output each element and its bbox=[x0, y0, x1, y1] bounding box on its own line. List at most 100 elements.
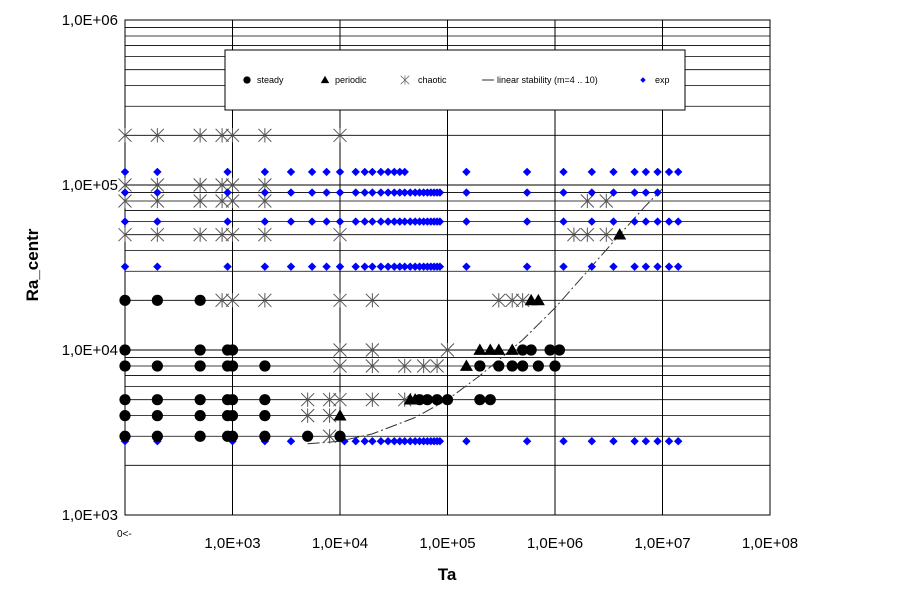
exp-point bbox=[400, 167, 409, 177]
chaotic-point bbox=[430, 358, 444, 374]
steady-point bbox=[194, 344, 206, 356]
chaotic-point bbox=[215, 293, 229, 308]
exp-point bbox=[462, 188, 471, 197]
steady-point bbox=[151, 294, 163, 306]
steady-point bbox=[517, 360, 529, 372]
steady-point bbox=[151, 394, 163, 406]
exp-point bbox=[410, 217, 420, 226]
exp-point bbox=[410, 262, 420, 271]
exp-point bbox=[390, 167, 399, 177]
chaotic-point bbox=[580, 193, 595, 209]
exp-point bbox=[368, 437, 377, 446]
x-axis-title: Ta bbox=[438, 565, 457, 584]
exp-point bbox=[406, 188, 415, 197]
series-exp bbox=[120, 167, 683, 446]
periodic-point bbox=[408, 393, 422, 405]
legend-label: exp bbox=[655, 75, 670, 85]
y-tick-label: 1,0E+06 bbox=[62, 12, 118, 29]
series-linear bbox=[307, 188, 663, 445]
legend-label: linear stability (m=4 .. 10) bbox=[497, 75, 598, 85]
steady-point bbox=[226, 394, 239, 406]
exp-point bbox=[559, 217, 568, 226]
chaotic-point bbox=[397, 358, 412, 374]
exp-point bbox=[390, 437, 399, 446]
exp-point bbox=[120, 167, 130, 177]
exp-point bbox=[630, 217, 639, 226]
steady-point bbox=[553, 344, 566, 356]
steady-point bbox=[506, 360, 518, 372]
exp-point bbox=[395, 262, 405, 271]
exp-point bbox=[609, 188, 618, 197]
exp-point bbox=[410, 437, 420, 446]
exp-point bbox=[395, 217, 405, 226]
chaotic-point bbox=[333, 227, 347, 242]
exp-point bbox=[641, 437, 651, 446]
chaotic-point bbox=[505, 293, 520, 308]
exp-point bbox=[462, 262, 471, 271]
exp-point bbox=[435, 437, 445, 446]
steady-point bbox=[549, 360, 561, 372]
legend-label: periodic bbox=[335, 75, 367, 85]
exp-point bbox=[653, 188, 662, 197]
exp-point bbox=[435, 188, 445, 197]
exp-point bbox=[153, 188, 162, 197]
exp-point bbox=[368, 167, 377, 177]
chaotic-point bbox=[215, 227, 229, 242]
exp-point bbox=[674, 437, 683, 446]
steady-point bbox=[119, 344, 131, 356]
legend-marker bbox=[320, 75, 330, 84]
exp-point bbox=[653, 437, 662, 446]
chaotic-point bbox=[215, 193, 229, 209]
exp-point bbox=[587, 167, 597, 177]
chaotic-point bbox=[300, 392, 315, 407]
exp-point bbox=[153, 262, 162, 271]
steady-point bbox=[334, 430, 346, 442]
y-tick-label: 1,0E+03 bbox=[62, 507, 118, 524]
exp-point bbox=[322, 262, 331, 271]
steady-point bbox=[259, 394, 271, 406]
chaotic-point bbox=[150, 128, 165, 143]
exp-point bbox=[260, 217, 270, 226]
exp-point bbox=[376, 437, 386, 446]
exp-point bbox=[462, 437, 471, 446]
chaotic-point bbox=[215, 177, 229, 193]
steady-point bbox=[525, 344, 537, 356]
exp-point bbox=[587, 437, 597, 446]
exp-point bbox=[383, 262, 393, 271]
exp-point bbox=[376, 262, 386, 271]
exp-point bbox=[223, 167, 232, 177]
exp-point bbox=[368, 262, 377, 271]
steady-point bbox=[226, 410, 239, 422]
chaotic-point bbox=[193, 193, 207, 209]
exp-point bbox=[322, 217, 331, 226]
periodic-point bbox=[483, 343, 497, 355]
legend: steady periodic chaotic linear stability (m… bbox=[224, 49, 686, 111]
x-tick-label: 1,0E+07 bbox=[634, 535, 690, 552]
exp-point bbox=[609, 217, 618, 226]
exp-point bbox=[286, 262, 296, 271]
exp-point bbox=[609, 437, 618, 446]
chaotic-point bbox=[599, 193, 614, 209]
exp-point bbox=[335, 217, 345, 226]
chaotic-point bbox=[365, 392, 380, 407]
exp-point bbox=[322, 167, 331, 177]
exp-point bbox=[120, 217, 130, 226]
exp-point bbox=[376, 217, 386, 226]
exp-point bbox=[522, 217, 532, 226]
exp-point bbox=[435, 262, 445, 271]
exp-point bbox=[674, 217, 683, 226]
chaotic-point bbox=[150, 227, 165, 242]
exp-point bbox=[260, 188, 270, 197]
exp-point bbox=[383, 437, 393, 446]
steady-point bbox=[119, 294, 131, 306]
exp-point bbox=[395, 167, 405, 177]
series-steady bbox=[119, 294, 566, 442]
exp-point bbox=[400, 188, 409, 197]
periodic-point bbox=[459, 359, 473, 371]
exp-point bbox=[223, 188, 232, 197]
legend-item: periodic bbox=[320, 75, 367, 85]
exp-point bbox=[390, 188, 399, 197]
x-tick-label: 1,0E+03 bbox=[204, 535, 260, 552]
exp-point bbox=[286, 167, 296, 177]
y-axis-title: Ra_centr bbox=[23, 228, 42, 301]
